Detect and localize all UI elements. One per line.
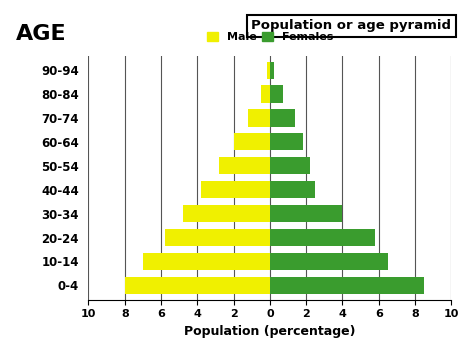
Bar: [183, 205, 270, 222]
Bar: [270, 109, 295, 127]
Bar: [270, 133, 302, 150]
X-axis label: Population (percentage): Population (percentage): [184, 325, 356, 338]
Legend: Male, Females: Male, Females: [202, 27, 337, 47]
Bar: [270, 157, 310, 174]
Bar: [270, 85, 283, 103]
Bar: [270, 181, 315, 198]
Bar: [270, 61, 273, 79]
Bar: [270, 277, 424, 294]
Text: Population or age pyramid: Population or age pyramid: [251, 19, 451, 32]
Bar: [248, 109, 270, 127]
Bar: [164, 229, 270, 246]
Bar: [125, 277, 270, 294]
Bar: [261, 85, 270, 103]
Bar: [270, 205, 342, 222]
Bar: [267, 61, 270, 79]
Bar: [270, 229, 375, 246]
Text: AGE: AGE: [16, 24, 66, 43]
Bar: [201, 181, 270, 198]
Bar: [234, 133, 270, 150]
Bar: [270, 253, 388, 270]
Bar: [219, 157, 270, 174]
Bar: [143, 253, 270, 270]
